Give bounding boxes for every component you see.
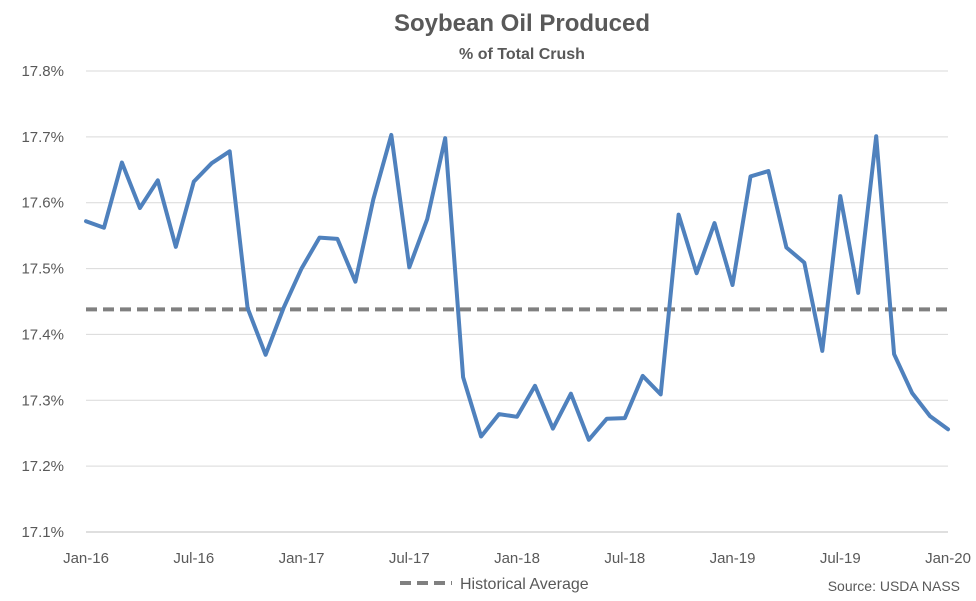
series-layer — [86, 135, 948, 440]
series-line-soybean-oil — [86, 135, 948, 440]
x-axis-ticks: Jan-16 Jul-16 Jan-17 Jul-17 Jan-18 Jul-18 Jan-… — [63, 550, 971, 567]
y-tick-label: 17.7% — [21, 129, 64, 146]
y-tick-label: 17.1% — [21, 524, 64, 541]
y-tick-label: 17.4% — [21, 326, 64, 343]
y-tick-label: 17.3% — [21, 392, 64, 409]
x-tick-label: Jul-18 — [604, 550, 645, 567]
x-tick-label: Jul-16 — [173, 550, 214, 567]
chart-subtitle: % of Total Crush — [459, 46, 585, 63]
y-tick-label: 17.8% — [21, 63, 64, 80]
y-axis-ticks: 17.1% 17.2% 17.3% 17.4% 17.5% 17.6% 17.7% 17.8% — [21, 63, 64, 541]
legend-label-historical-average: Historical Average — [460, 576, 589, 593]
x-tick-label: Jul-17 — [389, 550, 430, 567]
x-tick-label: Jan-17 — [279, 550, 325, 567]
legend: Historical Average — [400, 576, 589, 593]
x-tick-label: Jan-16 — [63, 550, 109, 567]
gridlines — [86, 71, 948, 532]
x-tick-label: Jan-19 — [710, 550, 756, 567]
source-note: Source: USDA NASS — [828, 578, 960, 594]
y-tick-label: 17.6% — [21, 195, 64, 212]
x-tick-label: Jan-18 — [494, 550, 540, 567]
chart-title: Soybean Oil Produced — [394, 10, 650, 37]
x-tick-label: Jul-19 — [820, 550, 861, 567]
y-tick-label: 17.2% — [21, 458, 64, 475]
x-tick-label: Jan-20 — [925, 550, 971, 567]
y-tick-label: 17.5% — [21, 261, 64, 278]
